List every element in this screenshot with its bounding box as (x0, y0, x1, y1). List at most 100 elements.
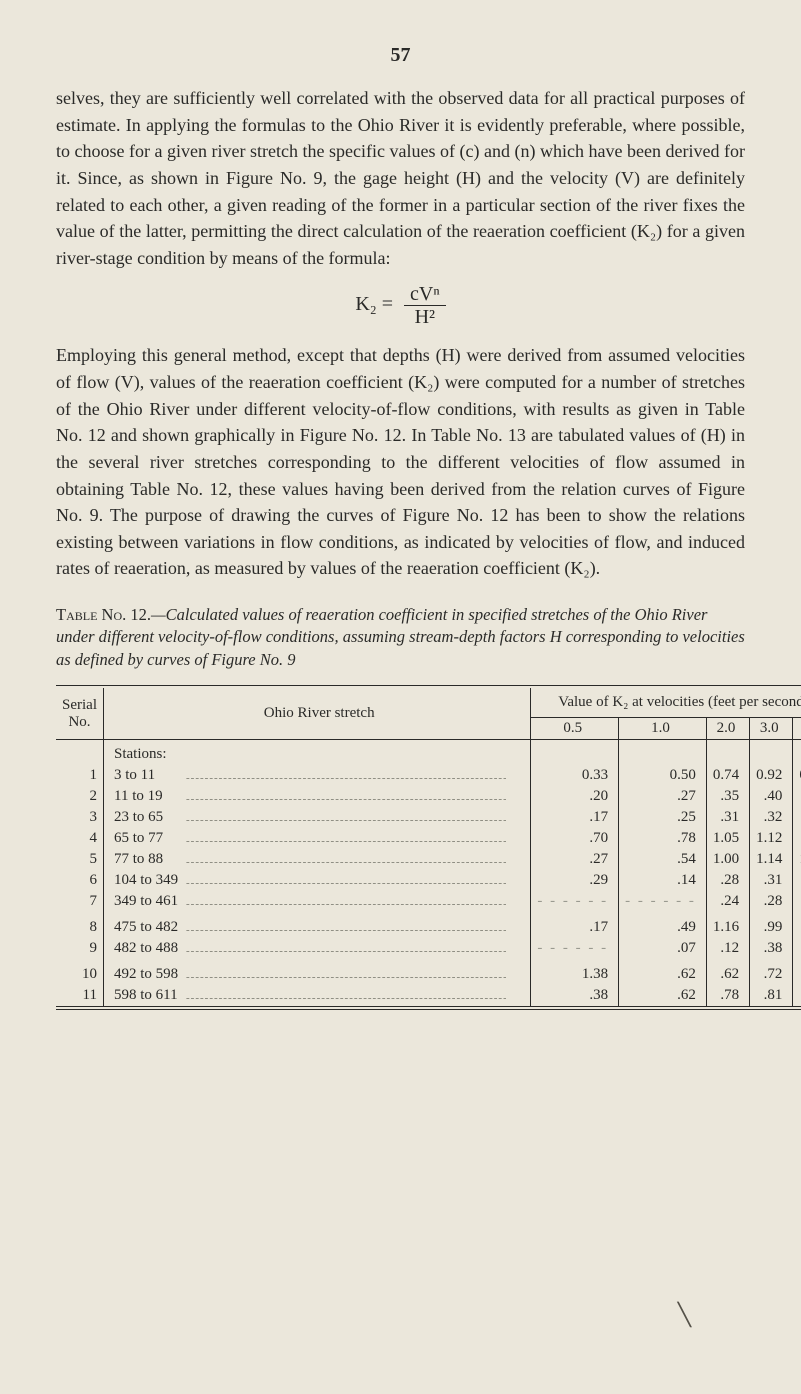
table-row: 10492 to 5981.38.62.62.72.72 (56, 964, 801, 985)
table-row: 465 to 77.70.781.051.12.99 (56, 828, 801, 849)
value-cell: 1.38 (531, 964, 619, 985)
table-caption-rest: —Calculated values of reaeration coeffic… (56, 605, 745, 669)
value-cell: .72 (750, 964, 793, 985)
serial-cell: 10 (56, 964, 104, 985)
value-cell: .13 (793, 891, 801, 917)
value-cell: .31 (706, 807, 749, 828)
stretch-cell: 104 to 349 (104, 870, 531, 891)
serial-cell: 7 (56, 891, 104, 917)
paragraph-2: Employing this general method, except th… (56, 342, 745, 582)
value-cell: .35 (706, 786, 749, 807)
stray-mark-icon: ╲ (678, 1302, 691, 1328)
col-header-values: Value of K₂ at velocities (feet per seco… (531, 688, 801, 718)
table-row: 7349 to 461- - - - - -- - - - - -.24.28.… (56, 891, 801, 917)
stretch-cell: 492 to 598 (104, 964, 531, 985)
value-cell: .70 (531, 828, 619, 849)
formula-numerator: cVⁿ (404, 283, 446, 306)
value-cell: .66 (793, 917, 801, 938)
value-cell: .24 (706, 891, 749, 917)
value-cell: .62 (619, 964, 707, 985)
table-row: 8475 to 482.17.491.16.99.66 (56, 917, 801, 938)
table-row: 211 to 19.20.27.35.40.42 (56, 786, 801, 807)
value-cell: .40 (750, 786, 793, 807)
serial-cell: 11 (56, 985, 104, 1007)
col-header-v4: 4.0 (793, 717, 801, 739)
value-cell: .27 (531, 849, 619, 870)
serial-cell: 1 (56, 765, 104, 786)
stretch-cell: 349 to 461 (104, 891, 531, 917)
table-row: 323 to 65.17.25.31.32.30 (56, 807, 801, 828)
value-cell: 1.04 (793, 849, 801, 870)
value-cell: .49 (619, 917, 707, 938)
value-cell: .54 (619, 849, 707, 870)
table-body: 13 to 110.330.500.740.920.80211 to 19.20… (56, 765, 801, 1007)
value-cell: .38 (750, 938, 793, 964)
value-cell: .62 (619, 985, 707, 1007)
table-row: 13 to 110.330.500.740.920.80 (56, 765, 801, 786)
value-cell: .25 (619, 807, 707, 828)
page-number: 57 (56, 44, 745, 67)
value-cell: .72 (793, 964, 801, 985)
value-cell: - - - - - - (531, 891, 619, 917)
table-header-row-1: Serial No. Ohio River stretch Value of K… (56, 688, 801, 718)
serial-cell: 5 (56, 849, 104, 870)
value-cell: .78 (706, 985, 749, 1007)
formula-lhs: K₂ = (355, 293, 393, 315)
value-cell: 1.12 (750, 828, 793, 849)
value-cell: - - - - - - (619, 891, 707, 917)
serial-cell: 2 (56, 786, 104, 807)
value-cell: .17 (531, 917, 619, 938)
value-cell: 1.16 (706, 917, 749, 938)
value-cell: .30 (793, 807, 801, 828)
col-header-v2: 2.0 (706, 717, 749, 739)
value-cell: .29 (531, 870, 619, 891)
col-header-stretch: Ohio River stretch (104, 688, 531, 740)
table-row: 6104 to 349.29.14.28.31.15 (56, 870, 801, 891)
value-cell: .99 (793, 828, 801, 849)
value-cell: .12 (706, 938, 749, 964)
stretch-cell: 65 to 77 (104, 828, 531, 849)
value-cell: .27 (619, 786, 707, 807)
value-cell: .31 (750, 870, 793, 891)
value-cell: .28 (706, 870, 749, 891)
value-cell: .63 (793, 938, 801, 964)
value-cell: 1.00 (706, 849, 749, 870)
formula-fraction: cVⁿ H² (404, 283, 446, 328)
value-cell: .81 (750, 985, 793, 1007)
value-cell: .15 (793, 870, 801, 891)
value-cell: .32 (750, 807, 793, 828)
value-cell: .38 (531, 985, 619, 1007)
value-cell: .14 (619, 870, 707, 891)
value-cell: .64 (793, 985, 801, 1007)
value-cell: .99 (750, 917, 793, 938)
stretch-cell: 598 to 611 (104, 985, 531, 1007)
stretch-cell: 482 to 488 (104, 938, 531, 964)
serial-cell: 4 (56, 828, 104, 849)
table-caption: Table No. 12.—Calculated values of reaer… (56, 604, 745, 671)
col-header-v1: 1.0 (619, 717, 707, 739)
stretch-cell: 475 to 482 (104, 917, 531, 938)
value-cell: 0.80 (793, 765, 801, 786)
value-cell: 1.14 (750, 849, 793, 870)
table-row: 577 to 88.27.541.001.141.04 (56, 849, 801, 870)
value-cell: 1.05 (706, 828, 749, 849)
col-header-v3: 3.0 (750, 717, 793, 739)
serial-cell: 3 (56, 807, 104, 828)
serial-cell: 8 (56, 917, 104, 938)
paragraph-1: selves, they are sufficiently well corre… (56, 85, 745, 271)
value-cell: .42 (793, 786, 801, 807)
value-cell: - - - - - - (531, 938, 619, 964)
table-section-label: Stations: (104, 740, 531, 766)
page: 57 selves, they are sufficiently well co… (0, 0, 801, 1394)
value-cell: .07 (619, 938, 707, 964)
serial-cell: 6 (56, 870, 104, 891)
value-cell: .62 (706, 964, 749, 985)
value-cell: 0.33 (531, 765, 619, 786)
value-cell: 0.50 (619, 765, 707, 786)
value-cell: .28 (750, 891, 793, 917)
value-cell: .20 (531, 786, 619, 807)
table-rule-bottom (56, 1007, 801, 1010)
value-cell: .78 (619, 828, 707, 849)
col-header-v0: 0.5 (531, 717, 619, 739)
value-cell: 0.74 (706, 765, 749, 786)
